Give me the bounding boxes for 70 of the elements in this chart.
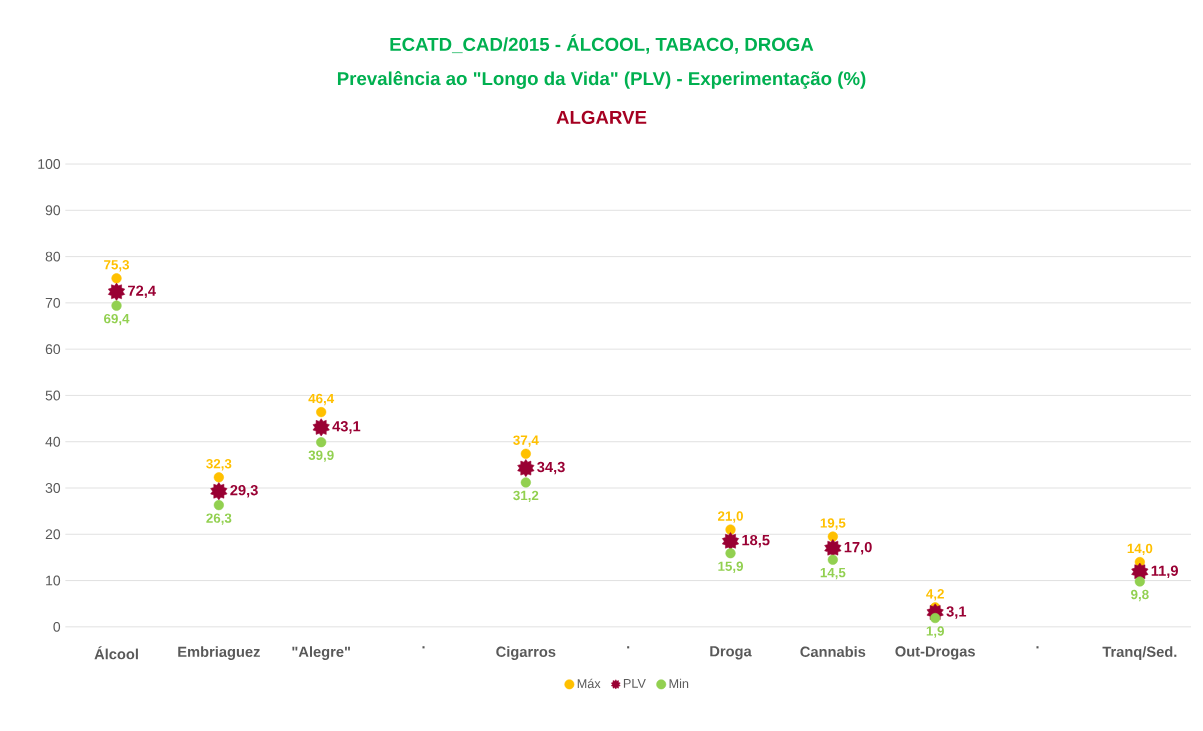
data-label: 17,0 bbox=[844, 541, 872, 555]
point bbox=[827, 554, 838, 565]
data-label: 19,5 bbox=[820, 518, 846, 530]
y-tick-label: 90 bbox=[45, 205, 61, 216]
data-label: 32,3 bbox=[206, 459, 232, 471]
x-tick-label: Out-Drogas bbox=[895, 646, 975, 660]
data-label: 9,8 bbox=[1131, 589, 1149, 602]
y-tick-label: 50 bbox=[45, 390, 61, 401]
point bbox=[517, 459, 535, 478]
point bbox=[316, 407, 327, 418]
point bbox=[213, 472, 224, 483]
y-tick-label: 70 bbox=[45, 297, 61, 308]
x-tick-label: Tranq/Sed. bbox=[1102, 646, 1177, 660]
data-label: 34,3 bbox=[537, 461, 565, 475]
data-label: 31,2 bbox=[513, 490, 539, 503]
data-label: 69,4 bbox=[104, 313, 130, 326]
y-tick-label: 60 bbox=[45, 344, 61, 355]
data-label: 43,1 bbox=[332, 421, 361, 434]
point bbox=[213, 500, 224, 511]
data-label: 21,0 bbox=[717, 511, 743, 523]
data-label: 18,5 bbox=[742, 535, 770, 548]
point bbox=[210, 482, 228, 501]
legend-label: Máx bbox=[577, 678, 601, 689]
chart-title: ECATD_CAD/2015 - ÁLCOOL, TABACO, DROGA bbox=[390, 34, 814, 54]
data-label: 46,4 bbox=[308, 393, 335, 406]
data-label: 39,9 bbox=[308, 450, 334, 462]
data-label: 4,2 bbox=[926, 589, 944, 601]
point bbox=[316, 437, 327, 448]
x-tick-label: . bbox=[627, 646, 630, 649]
data-label: 1,9 bbox=[926, 626, 944, 638]
data-label: 29,3 bbox=[230, 485, 258, 498]
x-tick-label: Cigarros bbox=[496, 646, 556, 661]
text: ALGARVE bbox=[556, 110, 647, 125]
point bbox=[520, 477, 531, 488]
legend-label: PLV bbox=[623, 679, 646, 688]
data-label: 26,3 bbox=[206, 513, 232, 525]
y-tick-label: 20 bbox=[45, 529, 61, 540]
data-label: 14,0 bbox=[1127, 543, 1153, 556]
x-tick-label: Embriaguez bbox=[178, 646, 260, 661]
y-tick-label: 10 bbox=[46, 575, 61, 586]
data-label: 11,9 bbox=[1151, 565, 1178, 579]
data-label: 37,4 bbox=[513, 435, 539, 447]
y-tick-label: 30 bbox=[45, 483, 61, 494]
point bbox=[725, 548, 736, 559]
data-label: 14,5 bbox=[820, 568, 846, 580]
x-tick-label: . bbox=[422, 646, 425, 649]
data-label: 72,4 bbox=[128, 285, 156, 299]
data-label: 75,3 bbox=[104, 260, 130, 272]
point bbox=[520, 448, 531, 459]
data-label: 3,1 bbox=[946, 606, 967, 619]
legend-label: Min bbox=[669, 678, 689, 689]
point bbox=[1134, 576, 1145, 587]
point bbox=[930, 613, 941, 624]
point bbox=[722, 532, 740, 551]
y-tick-label: 40 bbox=[45, 436, 61, 447]
x-tick-label: Álcool bbox=[94, 646, 138, 660]
y-tick-label: 100 bbox=[38, 159, 61, 170]
point bbox=[108, 282, 126, 301]
x-tick-label: Cannabis bbox=[800, 646, 866, 658]
chart-subtitle: Prevalência ao "Longo da Vida" (PLV) - Experimentação (%) bbox=[337, 71, 866, 90]
point bbox=[312, 418, 330, 437]
point bbox=[111, 300, 122, 311]
x-tick-label: Droga bbox=[710, 646, 752, 660]
x-tick-label: . bbox=[1036, 646, 1039, 649]
point bbox=[111, 273, 122, 284]
point bbox=[824, 539, 842, 558]
data-label: 15,9 bbox=[718, 561, 743, 573]
x-tick-label: "Alegre" bbox=[292, 646, 350, 661]
y-tick-label: 0 bbox=[53, 621, 61, 632]
y-tick-label: 80 bbox=[45, 251, 61, 262]
